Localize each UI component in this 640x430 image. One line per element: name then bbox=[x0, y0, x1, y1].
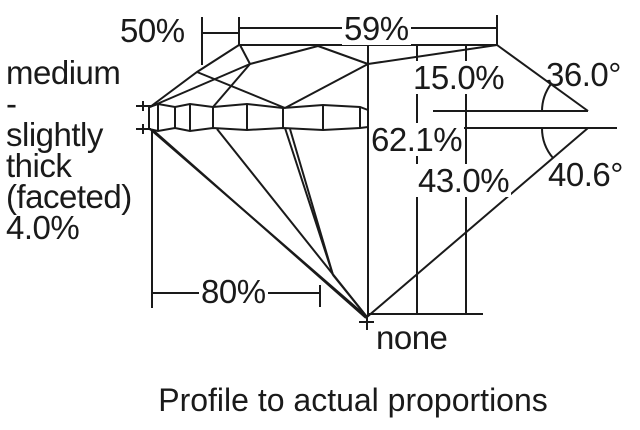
culet-cross-mark bbox=[359, 315, 375, 330]
culet-label: none bbox=[374, 319, 450, 356]
girdle-line-2: - bbox=[6, 85, 17, 122]
pavilion-facets bbox=[149, 127, 589, 319]
girdle-description-label: medium - slightly thick (faceted) 4.0% bbox=[6, 54, 132, 246]
crown-height-label: 15.0% bbox=[411, 59, 507, 96]
total-depth-label: 62.1% bbox=[369, 121, 465, 158]
pavilion-depth-label: 43.0% bbox=[416, 162, 512, 199]
crown-angle-arc bbox=[541, 83, 552, 112]
girdle-line-1: medium bbox=[6, 54, 121, 91]
diagram-caption: Profile to actual proportions bbox=[158, 382, 548, 418]
pavilion-angle-arc bbox=[540, 127, 554, 159]
girdle-line-5: (faceted) bbox=[6, 178, 132, 215]
girdle-line-4: thick bbox=[6, 147, 72, 184]
star-length-label: 50% bbox=[120, 12, 185, 49]
pavilion-angle-label: 40.6° bbox=[548, 156, 623, 193]
crown-angle-label: 36.0° bbox=[546, 56, 621, 93]
crown-facets bbox=[149, 44, 498, 109]
girdle-cross-marks bbox=[136, 101, 151, 134]
girdle-line-6: 4.0% bbox=[6, 209, 80, 246]
table-width-label: 59% bbox=[342, 10, 411, 47]
lower-girdle-length-label: 80% bbox=[199, 273, 268, 310]
girdle-line-3: slightly bbox=[6, 116, 103, 153]
girdle-band bbox=[148, 102, 369, 133]
